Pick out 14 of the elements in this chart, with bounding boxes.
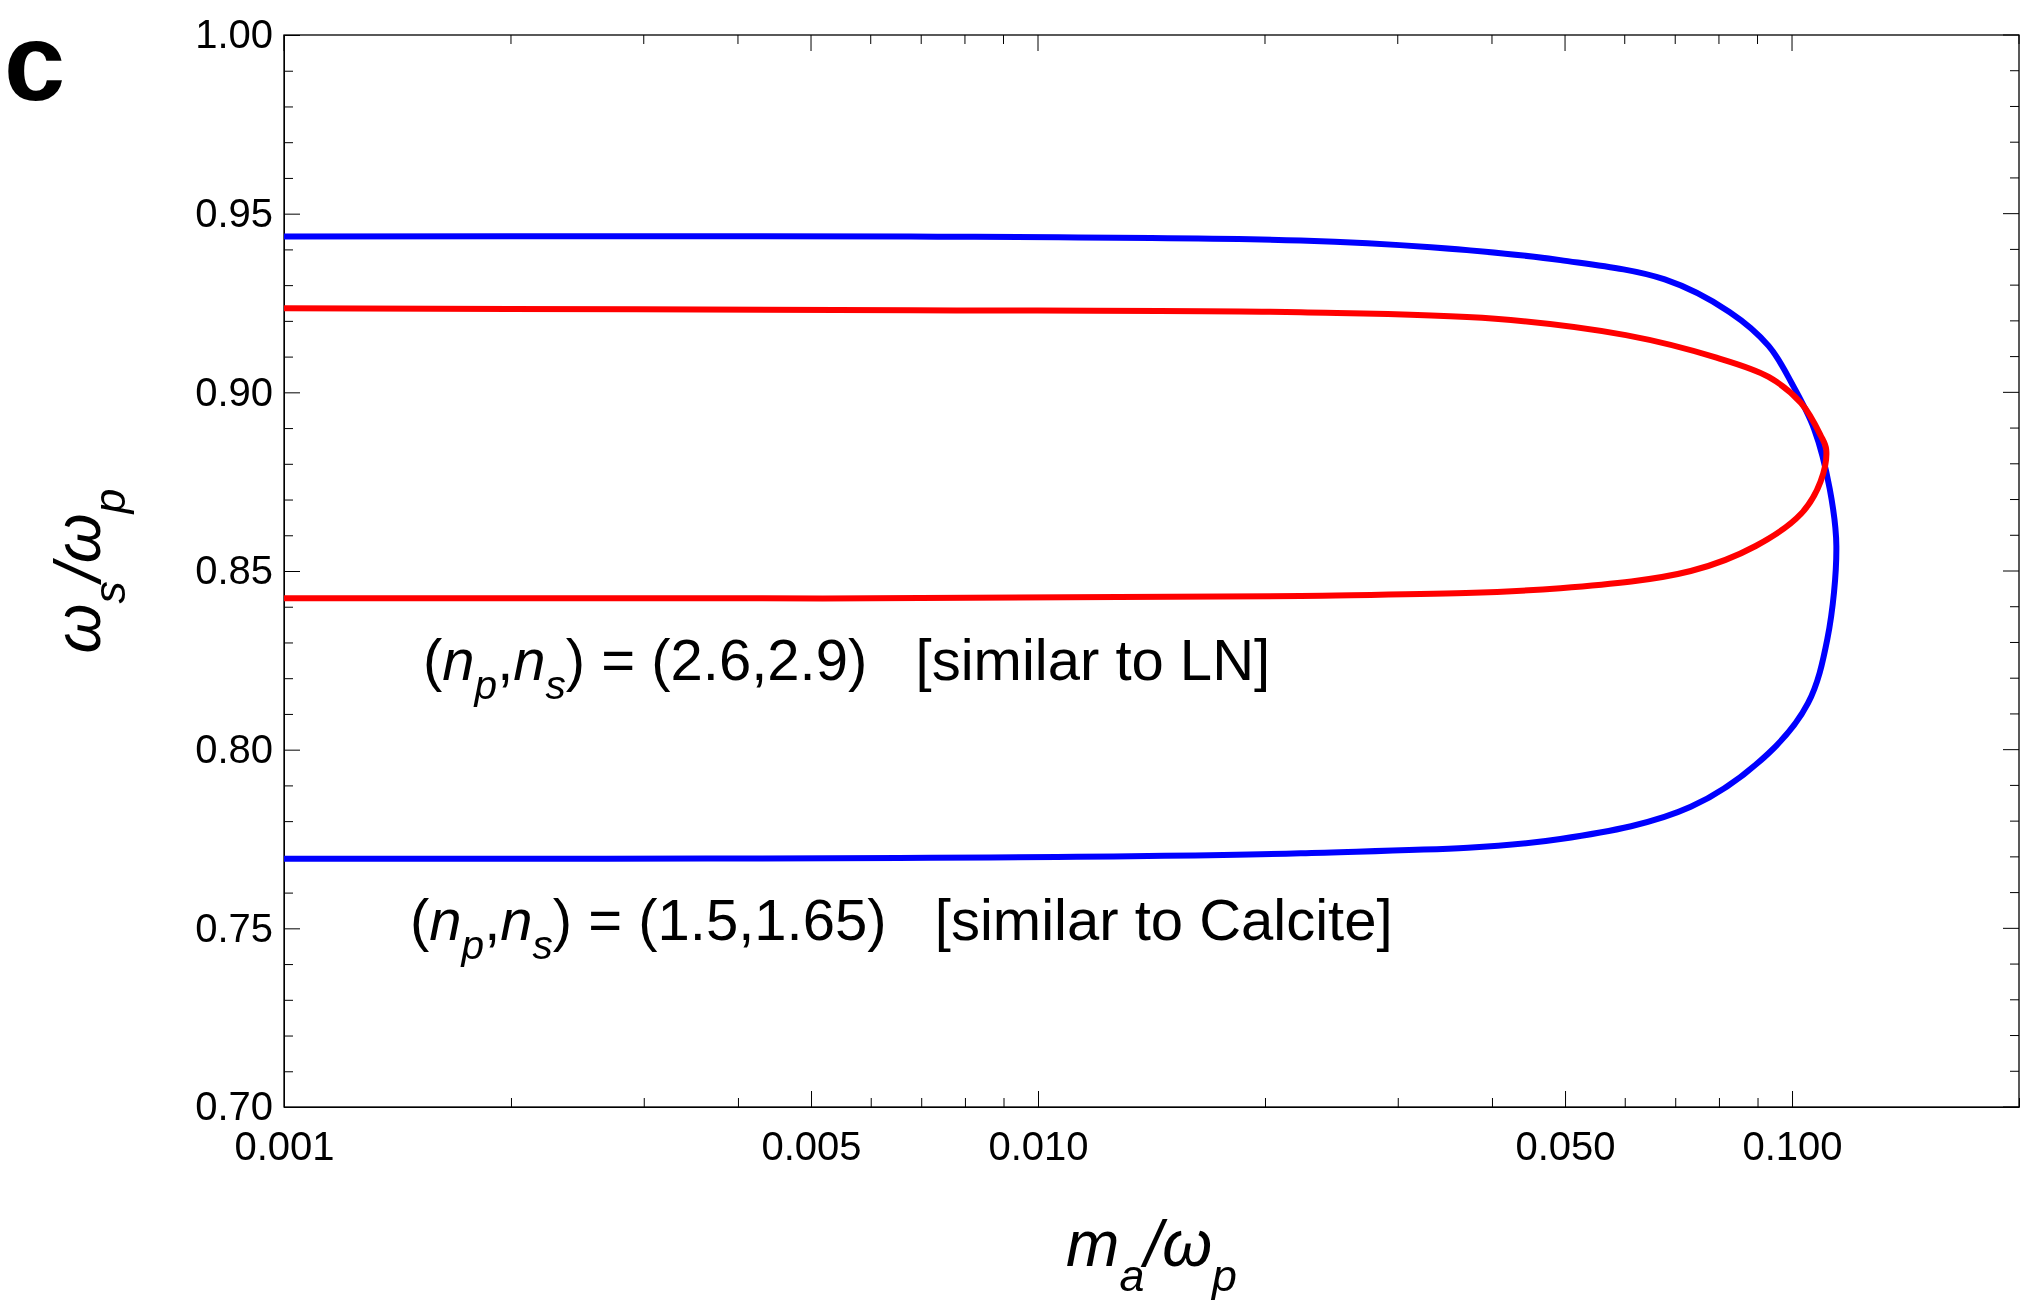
annotation: (n$_{p}$,n$_{s}$) = (1.5,1.65) [similar to Calcite]	[410, 887, 1393, 968]
x-axis-title: m$_{a}$/ω$_{p}$	[1066, 1208, 1237, 1300]
y-tick-label: 0.90	[195, 369, 273, 414]
annotation: (n$_{p}$,n$_{s}$) = (2.6,2.9) [similar to LN]	[423, 627, 1271, 708]
text: c	[4, 0, 66, 123]
y-tick-label: 0.95	[195, 190, 273, 235]
x-tick-label: 0.100	[1742, 1124, 1843, 1168]
x-tick-label: 0.005	[761, 1124, 862, 1168]
y-tick-label: 0.75	[195, 905, 273, 950]
y-tick-label: 0.85	[195, 548, 273, 593]
y-tick-label: 1.00	[195, 12, 273, 57]
x-tick-label: 0.010	[988, 1124, 1089, 1168]
y-tick-label: 0.80	[195, 726, 273, 771]
x-tick-label: 0.050	[1515, 1124, 1616, 1168]
